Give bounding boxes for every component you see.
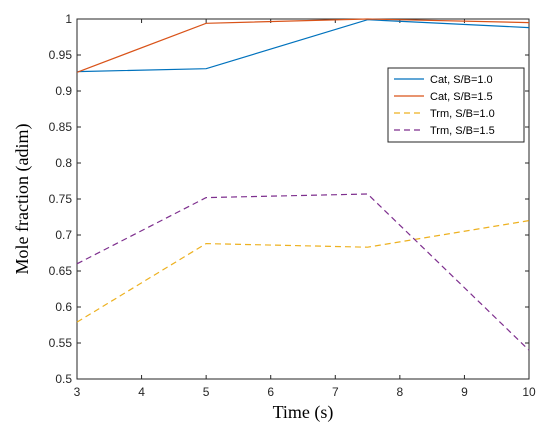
y-tick-label: 1 <box>65 12 72 26</box>
x-tick-label: 10 <box>522 385 536 399</box>
series-line <box>76 19 530 73</box>
legend-label: Trm, S/B=1.0 <box>430 108 495 120</box>
y-tick-label: 0.8 <box>55 156 72 170</box>
legend-label: Cat, S/B=1.5 <box>430 91 493 103</box>
y-tick-label: 0.75 <box>49 192 73 206</box>
series-lines <box>76 18 530 351</box>
x-tick-label: 4 <box>138 385 145 399</box>
x-tick-label: 7 <box>332 385 339 399</box>
y-tick-label: 0.7 <box>55 228 72 242</box>
axis-ticks: 3 4 5 6 7 8 9 10 0.5 0.55 0.6 0.65 0.7 0.75 0.8 0.85 0.9… <box>49 12 536 399</box>
x-tick-label: 3 <box>74 385 81 399</box>
y-tick-label: 0.95 <box>49 48 73 62</box>
x-tick-label: 8 <box>397 385 404 399</box>
series-line <box>76 220 530 323</box>
series-line <box>76 193 530 351</box>
y-tick-label: 0.55 <box>49 336 73 350</box>
x-tick-label: 9 <box>461 385 468 399</box>
legend-box <box>387 67 525 143</box>
x-tick-label: 5 <box>203 385 210 399</box>
y-tick-label: 0.65 <box>49 264 73 278</box>
y-tick-label: 0.5 <box>55 372 72 386</box>
y-tick-label: 0.6 <box>55 300 72 314</box>
legend: Cat, S/B=1.0 Cat, S/B=1.5 Trm, S/B=1.0 Trm,… <box>387 67 525 143</box>
x-tick-label: 6 <box>267 385 274 399</box>
y-tick-label: 0.85 <box>49 120 73 134</box>
legend-label: Cat, S/B=1.0 <box>430 74 493 86</box>
y-axis-title: Mole fraction (adim) <box>12 124 33 275</box>
x-axis-title: Time (s) <box>273 402 334 423</box>
legend-label: Trm, S/B=1.5 <box>430 125 495 137</box>
y-tick-label: 0.9 <box>55 84 72 98</box>
series-line <box>76 18 530 73</box>
